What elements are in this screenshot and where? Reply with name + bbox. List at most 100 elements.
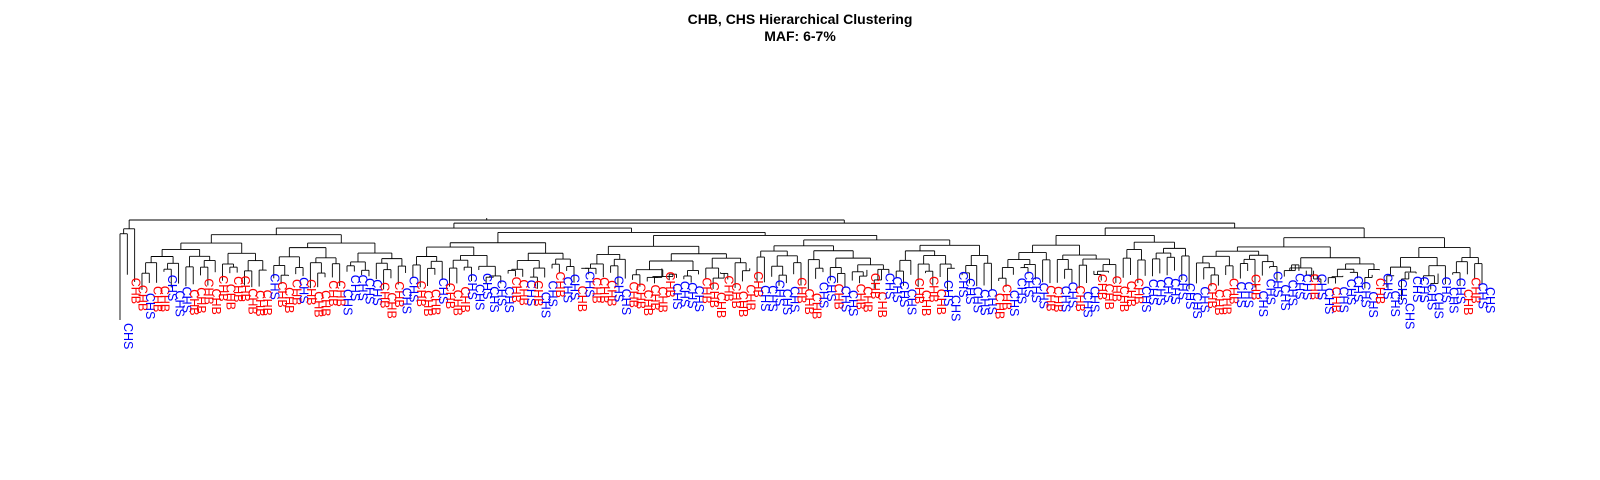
leaf-label: CHS — [890, 276, 904, 302]
leaf-label: CHS — [480, 273, 494, 299]
leaf-label: CHB — [656, 286, 670, 312]
leaf-label: CHB — [311, 291, 325, 317]
leaf-label: CHS — [363, 278, 377, 304]
leaf-label: CHS — [948, 295, 962, 321]
leaf-label: CHS — [619, 289, 633, 315]
leaf-label: CHS — [678, 281, 692, 307]
leaf-label: CHS — [670, 283, 684, 309]
leaf-label: CHS — [1190, 292, 1204, 318]
leaf-label: CHB — [809, 293, 823, 319]
leaf-label: CHB — [150, 286, 164, 312]
leaf-label: CHB — [714, 292, 728, 318]
leaf-label: CHS — [685, 282, 699, 308]
leaf-label: CHB — [736, 291, 750, 317]
leaf-label: CHB — [1468, 277, 1482, 303]
leaf-label: CHS — [905, 289, 919, 315]
leaf-label: CHB — [385, 292, 399, 318]
leaf-label: CHS — [538, 292, 552, 318]
leaf-label: CHS — [1036, 283, 1050, 309]
leaf-label: CHS — [612, 276, 626, 302]
leaf-label: CHB — [1110, 276, 1124, 302]
leaf-label: CHS — [1322, 288, 1336, 314]
leaf-label: CHB — [912, 278, 926, 304]
leaf-label: CHS — [465, 273, 479, 299]
leaf-label: CHB — [1227, 278, 1241, 304]
leaf-label: CHB — [1461, 289, 1475, 315]
leaf-label: CHB — [282, 287, 296, 313]
leaf-label: CHB — [1205, 282, 1219, 308]
leaf-label: CHB — [128, 278, 142, 304]
leaf-label: CHB — [289, 279, 303, 305]
leaf-label: CHS — [436, 278, 450, 304]
leaf-label: CHS — [1153, 279, 1167, 305]
leaf-label: CHB — [260, 290, 274, 316]
leaf-label: CHB — [224, 284, 238, 310]
leaf-label: CHS — [121, 323, 135, 349]
leaf-label: CHB — [187, 289, 201, 315]
leaf-label: CHB — [1073, 285, 1087, 311]
leaf-label: CHS — [1263, 279, 1277, 305]
leaf-label: CHS — [1234, 282, 1248, 308]
leaf-label: CHS — [1175, 274, 1189, 300]
leaf-label: CHB — [992, 293, 1006, 319]
leaf-label: CHS — [1432, 292, 1446, 318]
leaf-label: CHB — [202, 278, 216, 304]
leaf-label: CHS — [582, 271, 596, 297]
leaf-label: CHS — [692, 286, 706, 312]
leaf-label: CHS — [897, 281, 911, 307]
leaf-label: CHS — [1351, 276, 1365, 302]
leaf-label: CHS — [1022, 271, 1036, 297]
leaf-label: CHB — [333, 280, 347, 306]
leaf-label: CHB — [1132, 278, 1146, 304]
leaf-label: CHS — [1066, 282, 1080, 308]
leaf-label: CHS — [1395, 279, 1409, 305]
leaf-label: CHB — [1249, 274, 1263, 300]
leaf-label: CHB — [626, 282, 640, 308]
leaf-label: CHB — [531, 280, 545, 306]
leaf-label: CHB — [1307, 274, 1321, 300]
leaf-label: CHS — [787, 286, 801, 312]
leaf-label: CHS — [1359, 281, 1373, 307]
leaf-label: CHS — [1183, 283, 1197, 309]
leaf-label: CHB — [553, 272, 567, 298]
leaf-label: CHS — [941, 280, 955, 306]
leaf-label: CHS — [143, 293, 157, 319]
leaf-label: CHS — [472, 284, 486, 310]
leaf-label: CHS — [1380, 273, 1394, 299]
leaf-label: CHS — [1029, 277, 1043, 303]
leaf-label: CHB — [919, 290, 933, 316]
leaf-label: CHS — [1256, 291, 1270, 317]
leaf-label: CHS — [1454, 278, 1468, 304]
leaf-label: CHS — [985, 288, 999, 314]
leaf-label: CHB — [1373, 278, 1387, 304]
leaf-label: CHS — [267, 273, 281, 299]
leaf-label: CHB — [1219, 289, 1233, 315]
leaf-label: CHS — [370, 279, 384, 305]
leaf-label: CHS — [1080, 291, 1094, 317]
leaf-label: CHS — [399, 288, 413, 314]
leaf-label: CHB — [699, 277, 713, 303]
leaf-label: CHS — [1366, 291, 1380, 317]
leaf-label: CHS — [355, 274, 369, 300]
leaf-label: CHB — [443, 283, 457, 309]
leaf-label: CHS — [524, 280, 538, 306]
leaf-label: CHB — [326, 280, 340, 306]
leaf-label: CHS — [1402, 303, 1416, 329]
leaf-label: CHS — [1014, 278, 1028, 304]
leaf-label: CHB — [216, 275, 230, 301]
leaf-label: CHS — [502, 286, 516, 312]
leaf-label: CHS — [956, 271, 970, 297]
leaf-label: CHB — [707, 282, 721, 308]
leaf-label: CHS — [1278, 284, 1292, 310]
leaf-label: CHS — [165, 275, 179, 301]
leaf-label: CHB — [831, 284, 845, 310]
leaf-label: CHS — [773, 280, 787, 306]
leaf-label: CHS — [1337, 286, 1351, 312]
leaf-label: CHS — [560, 277, 574, 303]
leaf-label: CHS — [1161, 276, 1175, 302]
leaf-label: CHB — [451, 290, 465, 316]
leaf-label: CHB — [853, 284, 867, 310]
leaf-label: CHS — [1197, 286, 1211, 312]
leaf-label: CHB — [1044, 285, 1058, 311]
leaf-label: CHS — [1300, 274, 1314, 300]
